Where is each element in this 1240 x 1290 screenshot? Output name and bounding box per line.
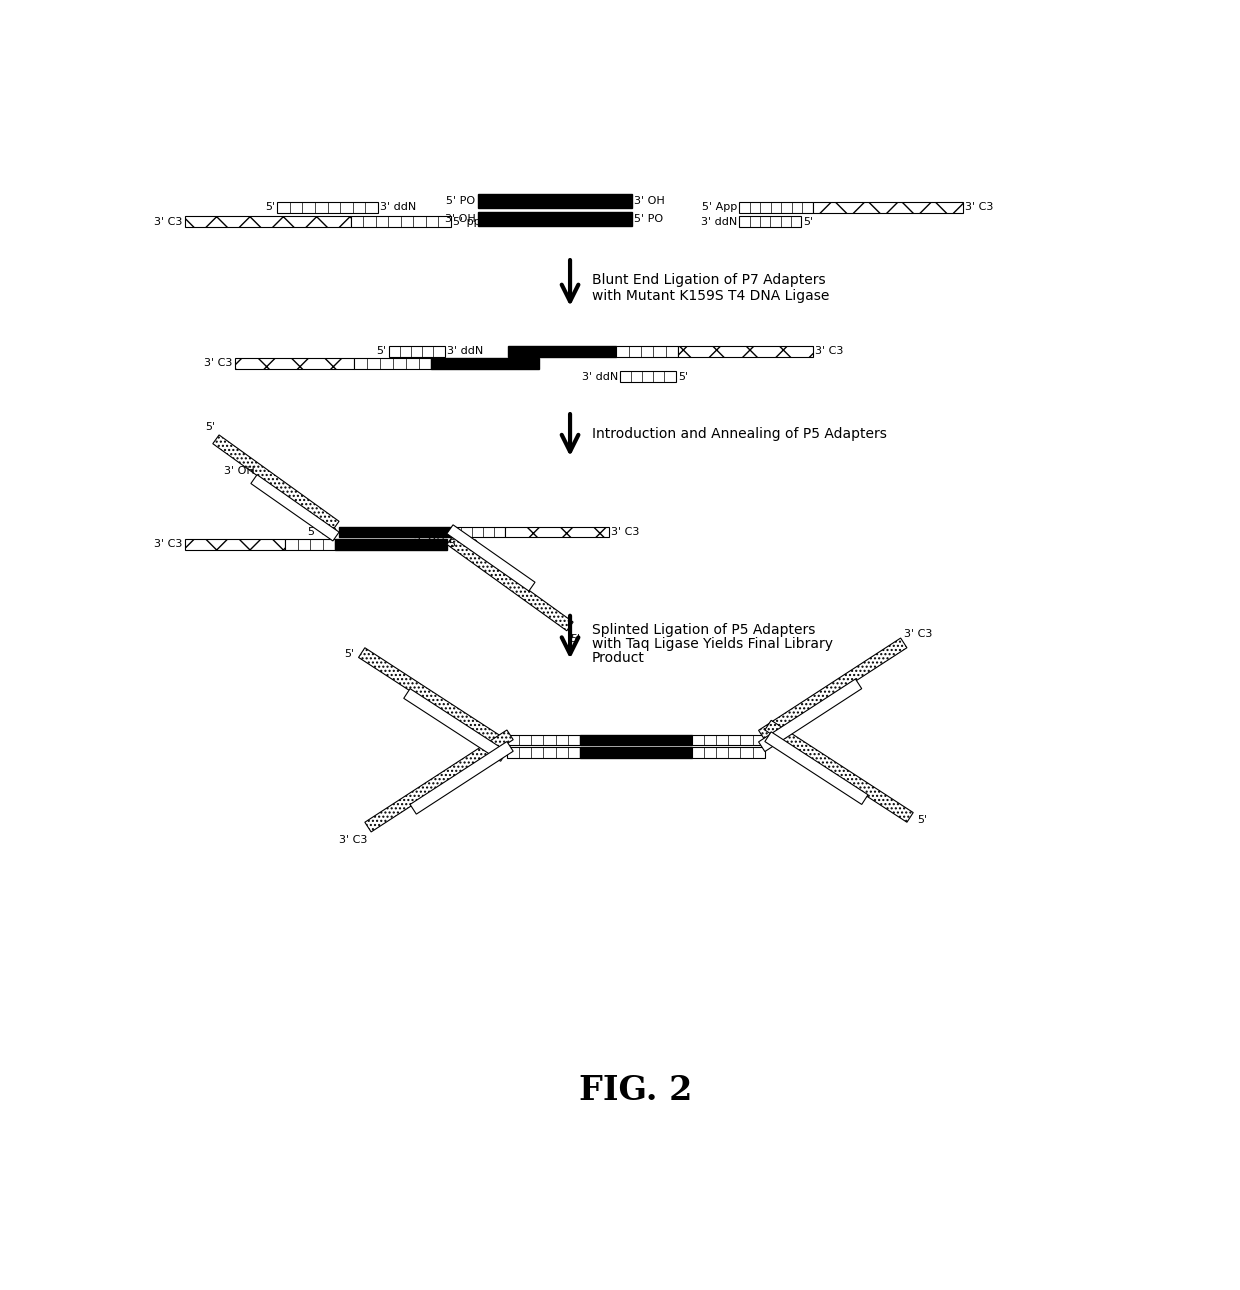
Text: 5': 5' <box>804 217 813 227</box>
Polygon shape <box>446 525 534 591</box>
Text: 5': 5' <box>918 815 928 826</box>
Polygon shape <box>765 731 868 805</box>
Text: 3' C3: 3' C3 <box>154 217 182 227</box>
Text: 5' PO: 5' PO <box>308 528 337 537</box>
Bar <box>580 734 692 746</box>
Polygon shape <box>365 730 513 832</box>
Bar <box>355 359 432 369</box>
Polygon shape <box>358 648 507 749</box>
Bar <box>616 346 678 356</box>
Polygon shape <box>404 689 507 761</box>
Text: 3' C3: 3' C3 <box>611 528 640 537</box>
Bar <box>505 526 609 538</box>
Bar <box>507 747 580 757</box>
Bar <box>739 217 801 227</box>
Bar <box>339 526 450 538</box>
Bar <box>692 747 765 757</box>
Text: 5' PO: 5' PO <box>449 539 479 550</box>
Text: FIG. 2: FIG. 2 <box>579 1073 692 1107</box>
Bar <box>580 747 692 757</box>
Text: 5': 5' <box>345 649 355 659</box>
Text: 5': 5' <box>678 372 688 382</box>
Bar <box>508 346 616 356</box>
Bar <box>236 359 355 369</box>
Polygon shape <box>759 639 906 740</box>
Text: Blunt End Ligation of P7 Adapters: Blunt End Ligation of P7 Adapters <box>591 273 826 288</box>
Text: Splinted Ligation of P5 Adapters: Splinted Ligation of P5 Adapters <box>591 623 815 637</box>
Text: 5' PO: 5' PO <box>634 214 663 223</box>
Text: 3' C3: 3' C3 <box>904 630 932 640</box>
Text: 5': 5' <box>205 422 216 432</box>
Bar <box>389 346 444 356</box>
Bar <box>507 734 580 746</box>
Text: 3' C3: 3' C3 <box>205 359 233 369</box>
Text: Product: Product <box>591 650 645 664</box>
Polygon shape <box>765 720 913 822</box>
Bar <box>812 201 962 213</box>
Text: 3' ddN: 3' ddN <box>379 203 417 212</box>
Bar <box>278 201 377 213</box>
Bar <box>678 346 812 356</box>
Text: 3' ddN: 3' ddN <box>582 372 618 382</box>
Text: 3' C3: 3' C3 <box>154 539 182 550</box>
Text: 5' PO: 5' PO <box>446 196 475 206</box>
Text: with Taq Ligase Yields Final Library: with Taq Ligase Yields Final Library <box>591 637 832 650</box>
Text: 3' ddN: 3' ddN <box>446 346 484 356</box>
Bar <box>739 201 812 213</box>
Text: Introduction and Annealing of P5 Adapters: Introduction and Annealing of P5 Adapter… <box>591 427 887 441</box>
Text: 3' OH: 3' OH <box>224 466 254 476</box>
Polygon shape <box>213 435 339 530</box>
Polygon shape <box>250 475 339 541</box>
Text: 5' ppA: 5' ppA <box>453 217 489 227</box>
Text: 5' App: 5' App <box>702 203 737 212</box>
Bar <box>692 734 765 746</box>
Bar <box>185 217 351 227</box>
Bar <box>351 217 450 227</box>
Bar <box>477 194 631 208</box>
Text: 3' OH: 3' OH <box>445 214 475 223</box>
Bar <box>432 359 539 369</box>
Bar <box>285 539 335 550</box>
Text: 3' C3: 3' C3 <box>339 835 367 845</box>
Text: 3' OH: 3' OH <box>634 196 665 206</box>
Bar <box>450 526 505 538</box>
Bar <box>185 539 285 550</box>
Text: 5': 5' <box>570 633 580 644</box>
Polygon shape <box>410 742 513 814</box>
Text: 5': 5' <box>265 203 275 212</box>
Polygon shape <box>446 535 573 631</box>
Text: with Mutant K159S T4 DNA Ligase: with Mutant K159S T4 DNA Ligase <box>591 289 830 303</box>
Bar <box>620 372 676 382</box>
Text: 3' OH: 3' OH <box>414 533 444 543</box>
Polygon shape <box>759 679 862 752</box>
Text: 3' ddN: 3' ddN <box>701 217 737 227</box>
Text: 5': 5' <box>377 346 387 356</box>
Bar <box>477 212 631 226</box>
Text: 3' C3: 3' C3 <box>965 203 993 212</box>
Bar <box>335 539 446 550</box>
Text: 3' C3: 3' C3 <box>815 346 843 356</box>
